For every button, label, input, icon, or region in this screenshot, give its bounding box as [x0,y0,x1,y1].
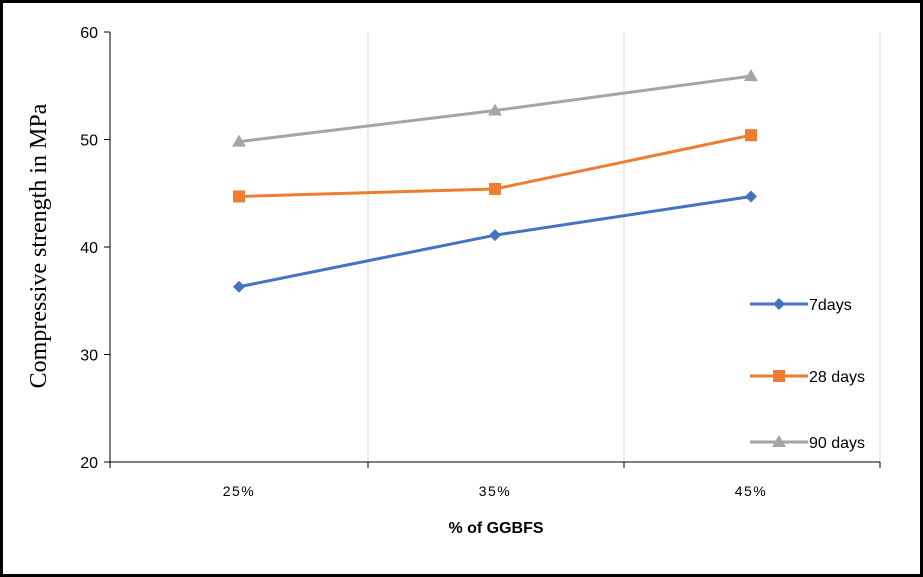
data-point [233,190,245,203]
legend-item: 7days [750,297,852,314]
series-28-days [233,129,757,203]
data-point [488,103,502,116]
x-tick-label: 25% [223,483,256,499]
legend-item: 28 days [750,369,865,386]
x-axis-label: % of GGBFS [448,520,543,537]
legend-marker [773,370,785,382]
data-point [232,134,246,147]
legend: 7days 28 days 90 days [750,297,865,452]
legend-item: 90 days [750,435,865,452]
series-90-days [232,69,758,147]
data-point [745,190,757,203]
series-line [238,194,752,289]
y-tick-label: 20 [80,455,98,472]
y-tick-label: 30 [80,348,98,365]
data-point [233,280,245,293]
series-7days [233,190,757,293]
legend-marker [772,435,786,447]
y-tick-label: 60 [80,25,98,42]
data-point [744,69,758,82]
axes [104,31,881,468]
legend-label: 7days [809,297,852,314]
legend-label: 28 days [809,369,865,386]
data-point [489,229,501,242]
data-point [745,129,757,142]
gridlines [367,32,881,462]
data-point [489,182,501,195]
y-tick-label: 50 [80,133,98,150]
x-tick-labels: 25% 35% 45% [223,483,768,499]
series-lines [232,69,758,293]
y-axis-label: Compressive strength in MPa [26,103,52,388]
x-tick-label: 35% [479,483,512,499]
legend-marker [773,298,785,310]
legend-label: 90 days [809,435,865,452]
x-tick-label: 45% [735,483,768,499]
y-tick-label: 40 [80,240,98,257]
y-tick-labels: 20 30 40 50 60 [80,25,98,472]
